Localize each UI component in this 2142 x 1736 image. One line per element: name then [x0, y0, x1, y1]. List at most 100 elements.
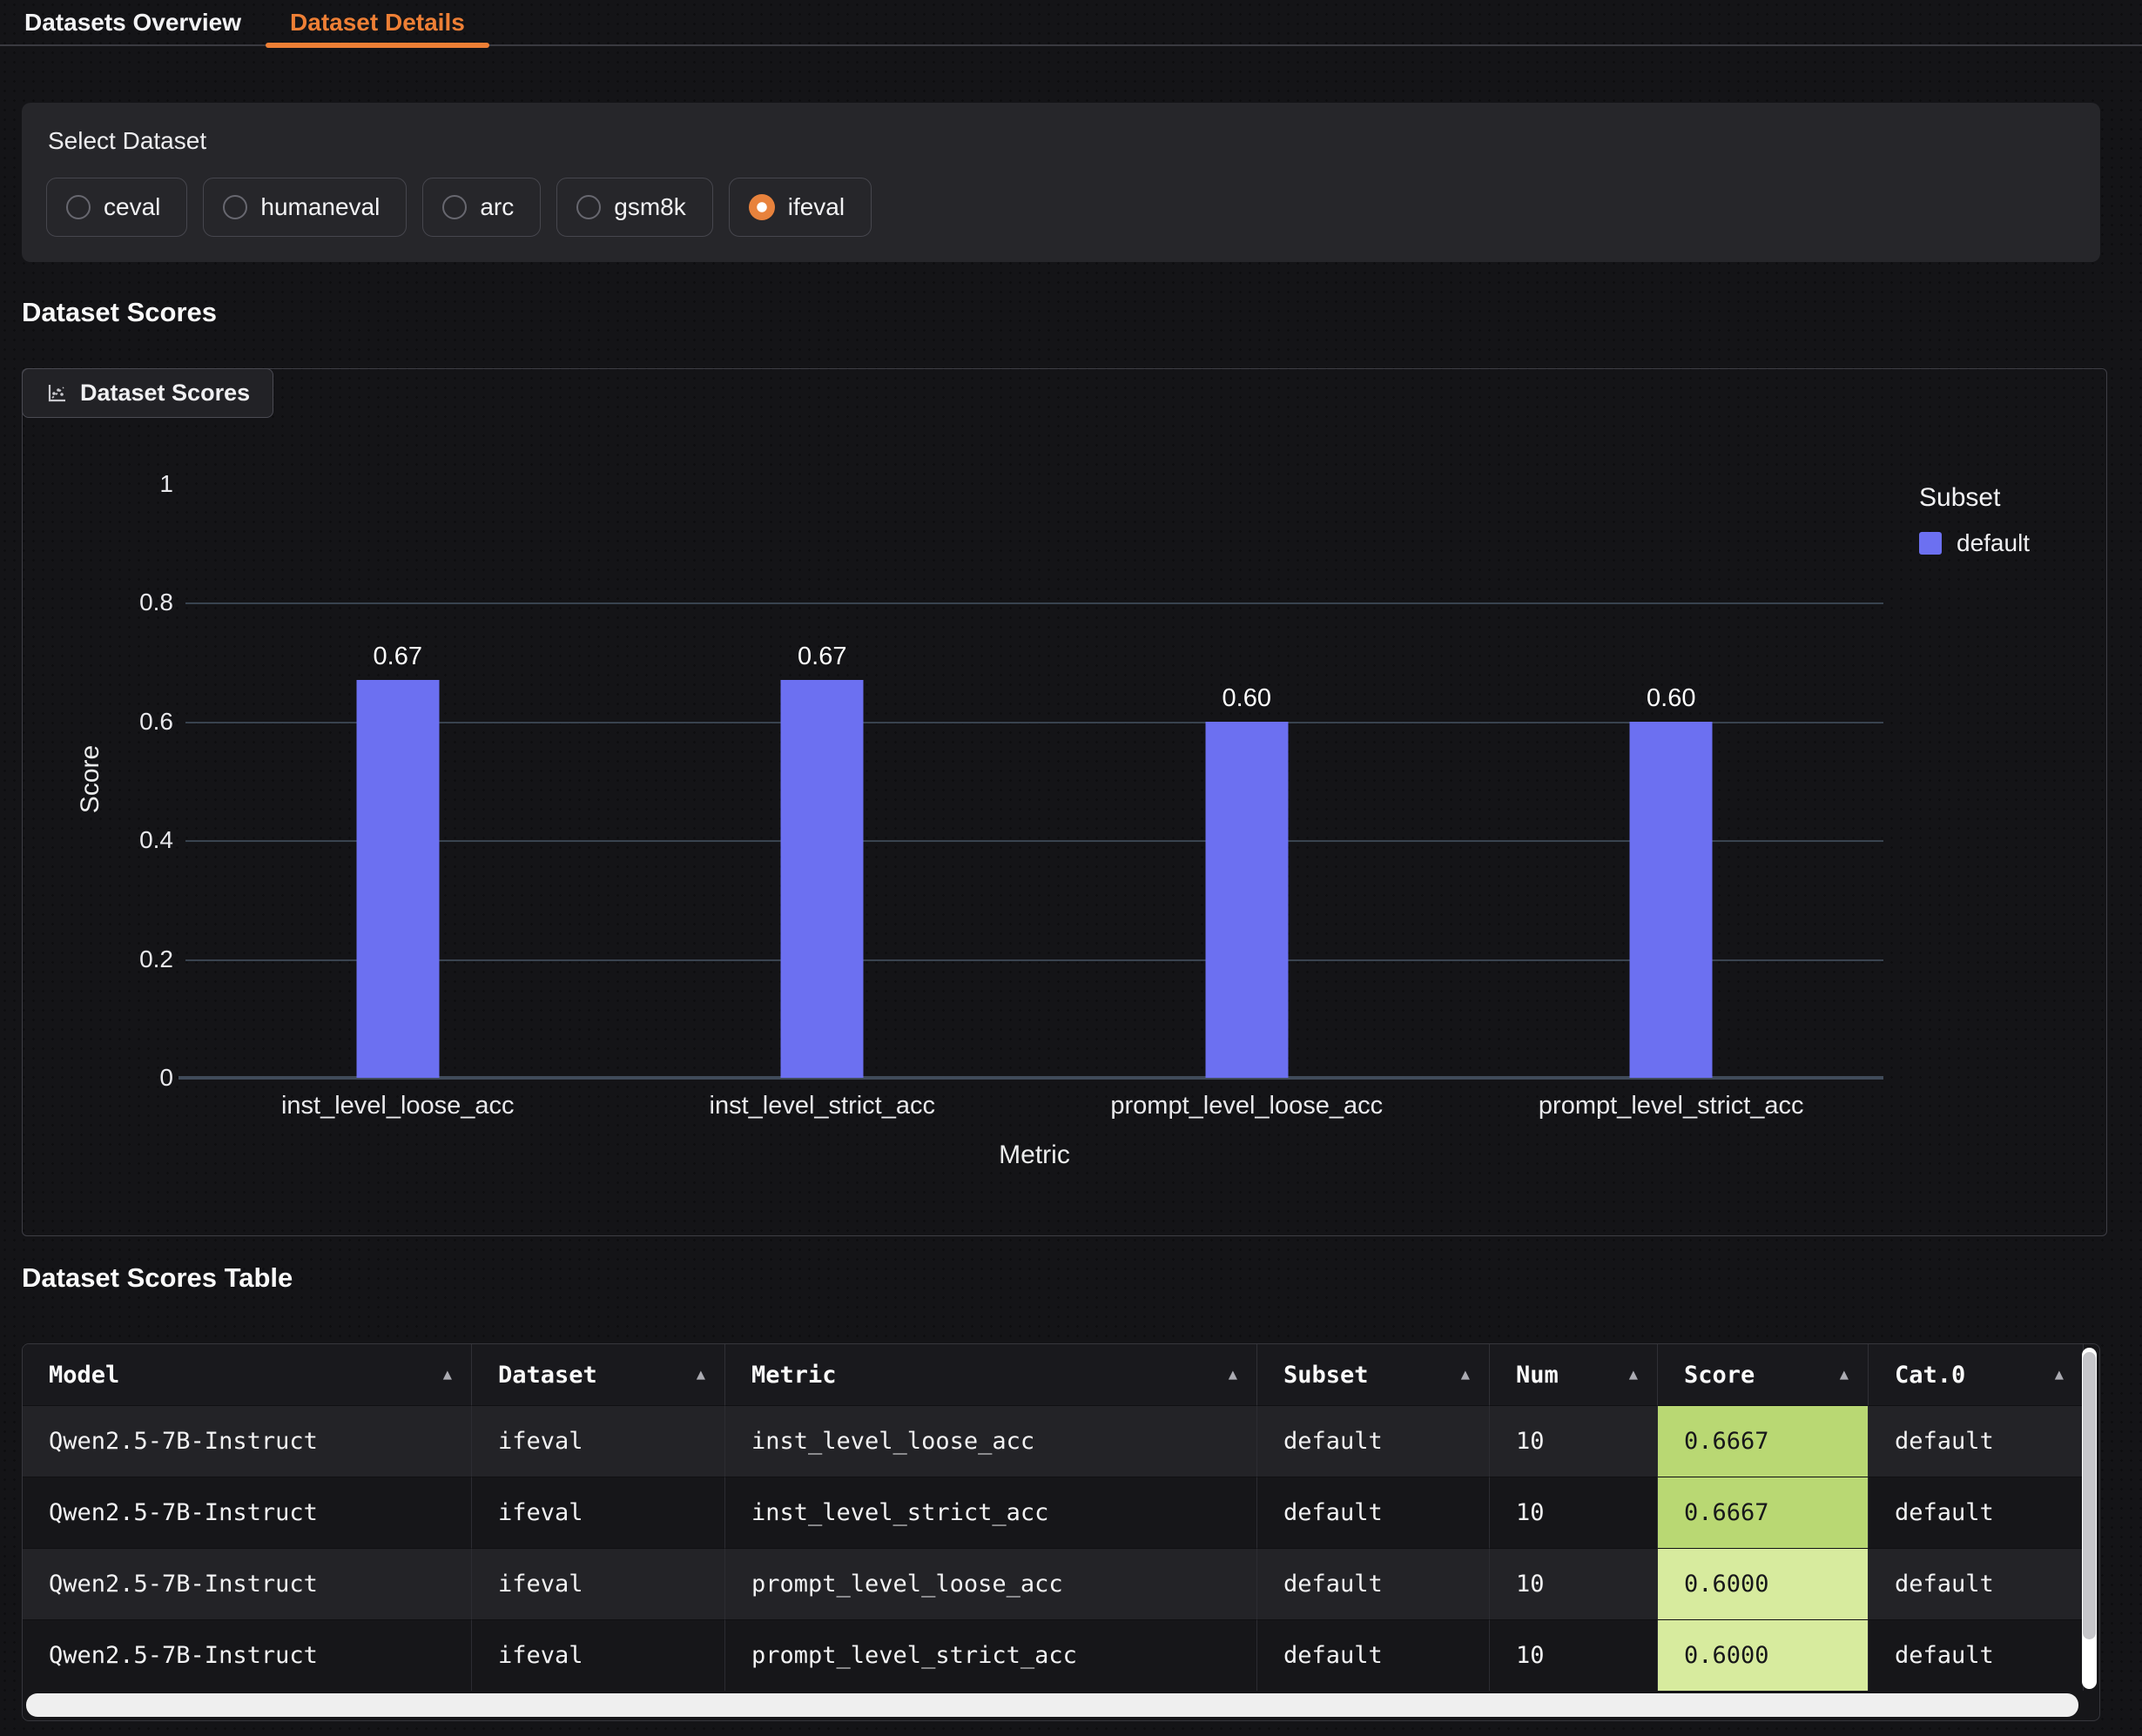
column-header-metric[interactable]: Metric ▲: [725, 1344, 1257, 1405]
legend-swatch: [1919, 532, 1942, 555]
cell-num: 10: [1490, 1548, 1658, 1619]
cell-model: Qwen2.5-7B-Instruct: [23, 1548, 472, 1619]
bar-value-label: 0.60: [1223, 684, 1271, 713]
gridline: [185, 840, 1883, 842]
dataset-radio-group: ceval humaneval arc gsm8k ifeval: [46, 178, 872, 237]
radio-icon: [223, 195, 247, 219]
column-header-num[interactable]: Num ▲: [1490, 1344, 1658, 1405]
sort-asc-icon[interactable]: ▲: [1629, 1366, 1638, 1383]
cell-metric: inst_level_strict_acc: [725, 1477, 1257, 1548]
radio-option-label: arc: [480, 193, 514, 221]
radio-option-arc[interactable]: arc: [422, 178, 541, 237]
column-label: Subset: [1283, 1362, 1369, 1389]
bar-value-label: 0.67: [798, 643, 846, 671]
table-horizontal-scrollbar[interactable]: [26, 1693, 2078, 1717]
cell-num: 10: [1490, 1477, 1658, 1548]
cell-cat0: default: [1869, 1548, 2084, 1619]
scatter-plot-icon: [45, 382, 68, 405]
gridline: [185, 722, 1883, 723]
radio-icon: [576, 195, 601, 219]
table-vertical-scrollbar[interactable]: [2082, 1348, 2097, 1689]
cell-cat0: default: [1869, 1477, 2084, 1548]
cell-cat0: default: [1869, 1619, 2084, 1691]
cell-subset: default: [1257, 1619, 1490, 1691]
dataset-scores-heading: Dataset Scores: [22, 297, 217, 328]
legend-entry-label: default: [1957, 529, 2030, 557]
y-tick: 0.8: [139, 589, 173, 616]
x-tick: inst_level_loose_acc: [281, 1092, 515, 1120]
y-tick: 0.4: [139, 826, 173, 854]
radio-option-label: gsm8k: [614, 193, 685, 221]
cell-score: 0.6667: [1658, 1405, 1869, 1477]
column-header-model[interactable]: Model ▲: [23, 1344, 472, 1405]
cell-subset: default: [1257, 1548, 1490, 1619]
radio-option-gsm8k[interactable]: gsm8k: [556, 178, 712, 237]
y-tick: 0.6: [139, 708, 173, 736]
chart-legend: Subset default: [1919, 482, 2102, 557]
radio-option-ifeval[interactable]: ifeval: [729, 178, 872, 237]
sort-asc-icon[interactable]: ▲: [697, 1366, 705, 1383]
bar-prompt-level-strict-acc[interactable]: [1630, 722, 1713, 1078]
dataset-scores-table-heading: Dataset Scores Table: [22, 1262, 293, 1294]
cell-model: Qwen2.5-7B-Instruct: [23, 1405, 472, 1477]
column-header-dataset[interactable]: Dataset ▲: [472, 1344, 725, 1405]
legend-title: Subset: [1919, 482, 2102, 514]
column-label: Score: [1684, 1362, 1755, 1389]
cell-score: 0.6000: [1658, 1619, 1869, 1691]
column-header-score[interactable]: Score ▲: [1658, 1344, 1869, 1405]
chart-panel-tab[interactable]: Dataset Scores: [22, 368, 273, 418]
radio-option-label: ceval: [104, 193, 160, 221]
bar-prompt-level-loose-acc[interactable]: [1205, 722, 1288, 1078]
gridline: [185, 959, 1883, 961]
column-header-subset[interactable]: Subset ▲: [1257, 1344, 1490, 1405]
sort-asc-icon[interactable]: ▲: [443, 1366, 452, 1383]
column-label: Cat.0: [1895, 1362, 1965, 1389]
legend-entry-default[interactable]: default: [1919, 529, 2102, 557]
radio-icon: [749, 194, 775, 220]
bar-value-label: 0.60: [1647, 684, 1695, 713]
sort-asc-icon[interactable]: ▲: [1840, 1366, 1849, 1383]
x-tick: inst_level_strict_acc: [710, 1092, 936, 1120]
cell-subset: default: [1257, 1405, 1490, 1477]
tab-datasets-overview[interactable]: Datasets Overview: [0, 0, 266, 44]
column-label: Num: [1516, 1362, 1559, 1389]
bar-value-label: 0.67: [374, 643, 422, 671]
select-dataset-panel: Select Dataset ceval humaneval arc gsm8k…: [22, 103, 2100, 262]
radio-option-ceval[interactable]: ceval: [46, 178, 187, 237]
cell-cat0: default: [1869, 1405, 2084, 1477]
cell-dataset: ifeval: [472, 1477, 725, 1548]
sort-asc-icon[interactable]: ▲: [1229, 1366, 1237, 1383]
y-tick: 0.2: [139, 945, 173, 973]
cell-dataset: ifeval: [472, 1619, 725, 1691]
chart-tab-label: Dataset Scores: [80, 380, 250, 407]
column-header-cat0[interactable]: Cat.0 ▲: [1869, 1344, 2084, 1405]
bar-inst-level-loose-acc[interactable]: [356, 680, 439, 1078]
bar-chart-plot: 1 0.8 0.6 0.4 0.2 0 Score 0.67 0.67 0.60…: [185, 484, 1883, 1078]
bar-inst-level-strict-acc[interactable]: [781, 680, 864, 1078]
x-axis-title: Metric: [999, 1141, 1070, 1170]
vertical-scrollbar-thumb[interactable]: [2083, 1352, 2096, 1639]
cell-metric: prompt_level_loose_acc: [725, 1548, 1257, 1619]
column-label: Model: [49, 1362, 119, 1389]
y-tick: 0: [159, 1064, 173, 1092]
y-axis-title: Score: [76, 745, 105, 813]
scores-table-grid: Model ▲ Dataset ▲ Metric ▲ Subset ▲ Num …: [23, 1344, 2084, 1691]
radio-icon: [442, 195, 467, 219]
cell-num: 10: [1490, 1405, 1658, 1477]
select-dataset-label: Select Dataset: [48, 127, 206, 155]
radio-option-humaneval[interactable]: humaneval: [203, 178, 407, 237]
chart-panel: Dataset Scores 1 0.8 0.6 0.4 0.2 0 Score…: [22, 368, 2107, 1236]
sort-asc-icon[interactable]: ▲: [2055, 1366, 2064, 1383]
cell-num: 10: [1490, 1619, 1658, 1691]
y-tick: 1: [159, 470, 173, 498]
x-tick: prompt_level_loose_acc: [1110, 1092, 1383, 1120]
cell-score: 0.6000: [1658, 1548, 1869, 1619]
x-tick: prompt_level_strict_acc: [1539, 1092, 1804, 1120]
scores-table: Model ▲ Dataset ▲ Metric ▲ Subset ▲ Num …: [22, 1343, 2100, 1721]
sort-asc-icon[interactable]: ▲: [1461, 1366, 1470, 1383]
cell-dataset: ifeval: [472, 1548, 725, 1619]
cell-model: Qwen2.5-7B-Instruct: [23, 1477, 472, 1548]
cell-score: 0.6667: [1658, 1477, 1869, 1548]
cell-metric: prompt_level_strict_acc: [725, 1619, 1257, 1691]
tab-dataset-details[interactable]: Dataset Details: [266, 0, 489, 44]
